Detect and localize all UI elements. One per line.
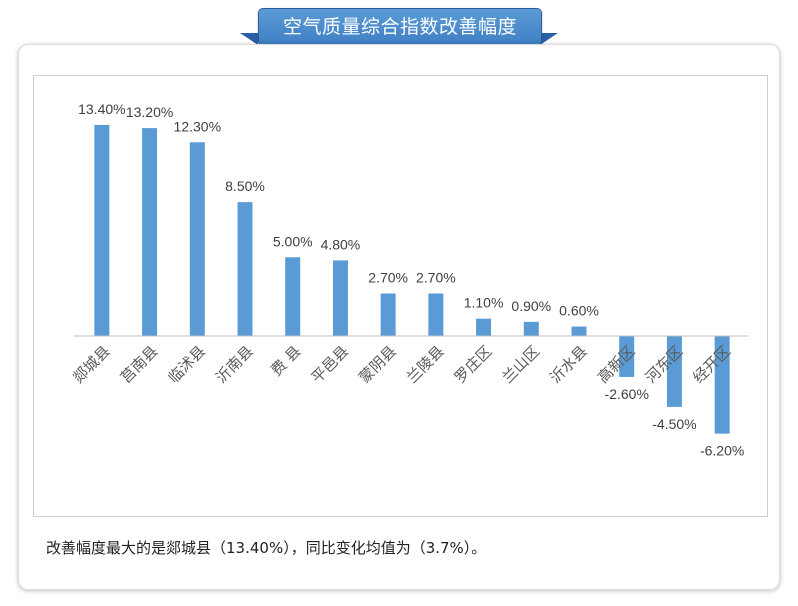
- bar: [94, 124, 110, 336]
- data-label: 8.50%: [225, 178, 265, 194]
- x-tick-label: 兰山区: [499, 342, 544, 387]
- chart-title: 空气质量综合指数改善幅度: [258, 8, 542, 46]
- data-label: 13.40%: [78, 101, 125, 117]
- bar: [285, 257, 301, 336]
- bar: [523, 321, 539, 336]
- bar: [189, 142, 205, 336]
- bar: [380, 293, 396, 336]
- bar: [619, 336, 635, 377]
- data-label: 2.70%: [416, 269, 456, 285]
- x-tick-label: 兰陵县: [403, 342, 448, 387]
- data-label: 1.10%: [464, 295, 504, 311]
- x-tick-label: 沂水县: [546, 342, 591, 387]
- banner-ribbon-right: [540, 33, 558, 45]
- bar: [714, 336, 730, 434]
- x-tick-label: 罗庄区: [451, 342, 496, 387]
- summary-text: 改善幅度最大的是郯城县（13.40%），同比变化均值为（3.7%）。: [46, 539, 487, 557]
- x-tick-label: 费 县: [267, 342, 304, 379]
- bar-chart: 13.40% 13.20%12.30% 8.50% 5.00% 4.80% 2.70% 2.…: [69, 101, 748, 459]
- data-label: 5.00%: [273, 233, 313, 249]
- bar: [666, 336, 682, 407]
- data-label: 2.70%: [368, 269, 408, 285]
- x-tick-label: 平邑县: [308, 342, 353, 387]
- data-label: 4.80%: [321, 236, 361, 252]
- data-label: 0.60%: [559, 303, 599, 319]
- data-label: -4.50%: [652, 416, 696, 432]
- x-tick-label: 沂南县: [212, 342, 257, 387]
- bar: [571, 326, 587, 336]
- x-tick-label: 蒙阴县: [355, 342, 400, 387]
- x-tick-label: 郯城县: [69, 342, 114, 387]
- x-tick-label: 临沭县: [165, 342, 210, 387]
- bar: [428, 293, 444, 336]
- data-label: 0.90%: [511, 298, 551, 314]
- bar: [476, 318, 492, 336]
- bar: [332, 260, 348, 336]
- bar: [142, 128, 158, 336]
- plot-area: 13.40% 13.20% 12.30% 8.50% 5.00% 4.80% 2.70% 2.…: [33, 75, 768, 517]
- bar: [237, 202, 253, 336]
- data-label: -6.20%: [700, 443, 744, 459]
- title-banner: 空气质量综合指数改善幅度: [236, 8, 562, 52]
- data-label: 13.20%: [126, 104, 173, 120]
- data-label: -2.60%: [605, 386, 649, 402]
- banner-ribbon-left: [240, 33, 258, 45]
- data-label: 12.30%: [174, 118, 221, 134]
- x-tick-label: 莒南县: [117, 342, 162, 387]
